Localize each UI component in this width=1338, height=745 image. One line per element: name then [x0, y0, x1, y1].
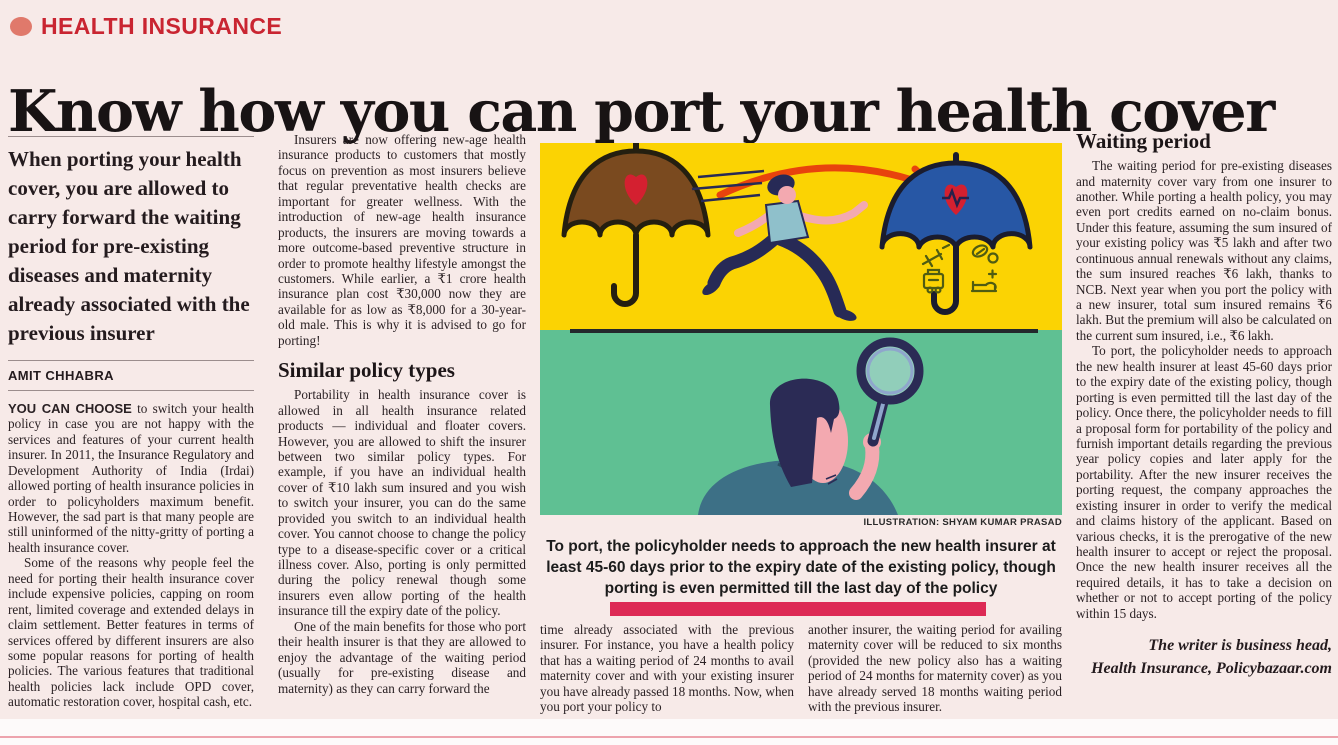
- new-insurer-umbrella-icon: [879, 152, 1033, 315]
- section-bullet-icon: [10, 17, 32, 36]
- paragraph: Portability in health insurance cover is…: [278, 387, 526, 619]
- running-man-figure: [691, 169, 868, 321]
- section-kicker: HEALTH INSURANCE: [10, 13, 282, 40]
- divider: [8, 136, 254, 137]
- ecg-line: [942, 187, 969, 209]
- paragraph: The waiting period for pre-existing dise…: [1076, 158, 1332, 343]
- writer-credit: The writer is business head, Health Insu…: [1076, 635, 1332, 680]
- illustration-caption: To port, the policyholder needs to appro…: [546, 538, 1056, 597]
- caption-divider-bar: [610, 602, 986, 616]
- writer-credit-line: The writer is business head,: [1148, 637, 1332, 655]
- paragraph: another insurer, the waiting period for …: [808, 622, 1062, 715]
- paragraph: Some of the reasons why people feel the …: [8, 555, 254, 710]
- paragraph: To port, the policyholder needs to appro…: [1076, 343, 1332, 621]
- column-left: When porting your health cover, you are …: [8, 136, 254, 718]
- paragraph: YOU CAN CHOOSE to switch your health pol…: [8, 401, 254, 555]
- syringe-icon: [921, 243, 951, 268]
- standfirst: When porting your health cover, you are …: [8, 147, 250, 345]
- paragraph-text: to switch your health policy in case you…: [8, 400, 254, 555]
- writer-credit-line: Health Insurance, Policybazaar.com: [1091, 659, 1332, 677]
- page-title: Know how you can port your health cover: [8, 78, 1275, 146]
- subheading-waiting-period: Waiting period: [1076, 130, 1211, 153]
- paragraph: Insurers are now offering new-age health…: [278, 132, 526, 348]
- hospital-bed-icon: [970, 269, 998, 293]
- page-bottom-rule: [0, 736, 1338, 738]
- paragraph: time already associated with the previou…: [540, 622, 794, 715]
- column-two: Insurers are now offering new-age health…: [278, 132, 526, 718]
- ambulance-icon: [922, 268, 945, 294]
- paragraph: One of the main benefits for those who p…: [278, 618, 526, 696]
- magnifier-man-figure: [698, 337, 924, 515]
- divider: [8, 389, 254, 391]
- page-bottom-strip: [0, 719, 1338, 745]
- subheading-similar-policy-types: Similar policy types: [278, 358, 455, 383]
- magnifying-glass-icon: [856, 337, 924, 447]
- illustration-credit: ILLUSTRATION: SHYAM KUMAR PRASAD: [863, 517, 1062, 528]
- column-three: time already associated with the previou…: [540, 622, 794, 718]
- pills-icon: [971, 244, 999, 264]
- section-label: HEALTH INSURANCE: [41, 13, 283, 39]
- divider: [8, 359, 254, 361]
- coverage-icons: [921, 243, 999, 294]
- byline: AMIT CHHABRA: [8, 367, 114, 383]
- lead-in: YOU CAN CHOOSE: [8, 400, 132, 416]
- heart-icon: [624, 174, 648, 205]
- old-insurer-umbrella-icon: [561, 143, 711, 307]
- health-insurance-illustration: [540, 143, 1062, 515]
- column-four: another insurer, the waiting period for …: [808, 622, 1062, 718]
- column-right: Waiting period The waiting period for pr…: [1076, 130, 1332, 718]
